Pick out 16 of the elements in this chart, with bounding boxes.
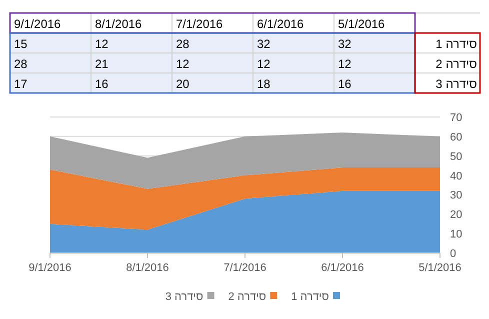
x-tick-label: 6/1/2016 [321,262,364,274]
x-tick-label: 5/1/2016 [418,262,462,274]
x-tick-label: 7/1/2016 [224,262,266,274]
y-tick-label: 30 [450,190,462,202]
x-tick-label: 8/1/2016 [126,262,169,274]
legend-label: סידרה 2 [228,291,266,303]
y-tick-label: 50 [450,150,462,163]
y-tick-label: 10 [450,228,462,241]
legend-label: סידרה 1 [291,291,329,303]
y-tick-label: 40 [450,170,462,182]
y-tick-label: 70 [450,112,462,124]
legend-label: סידרה 3 [165,291,204,303]
y-tick-label: 60 [450,131,462,144]
y-tick-label: 20 [450,209,462,222]
x-tick-label: 9/1/2016 [28,262,72,274]
y-tick-label: 0 [450,248,456,260]
